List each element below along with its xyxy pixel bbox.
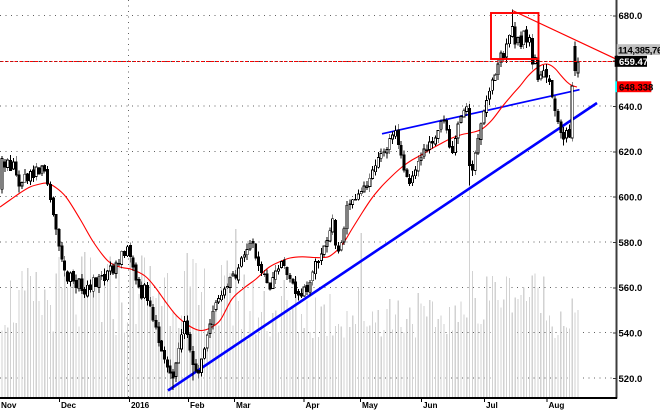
svg-text:680.0: 680.0 [619, 11, 643, 22]
svg-text:620.0: 620.0 [619, 147, 643, 158]
svg-text:May: May [362, 401, 378, 410]
svg-text:648.338: 648.338 [619, 83, 653, 94]
svg-text:114,385,768: 114,385,768 [618, 46, 660, 57]
svg-text:2016: 2016 [131, 401, 150, 410]
svg-text:Jul: Jul [486, 401, 498, 410]
svg-text:Mar: Mar [236, 401, 251, 410]
svg-text:Dec: Dec [61, 401, 76, 410]
svg-text:Aug: Aug [549, 401, 565, 410]
svg-text:560.0: 560.0 [619, 283, 643, 294]
svg-text:520.0: 520.0 [619, 374, 643, 385]
svg-text:540.0: 540.0 [619, 329, 643, 340]
svg-text:580.0: 580.0 [619, 238, 643, 249]
svg-text:600.0: 600.0 [619, 193, 643, 204]
svg-text:659.47: 659.47 [619, 57, 648, 68]
svg-text:640.0: 640.0 [619, 102, 643, 113]
svg-text:Jun: Jun [423, 401, 438, 410]
svg-text:Feb: Feb [190, 401, 205, 410]
svg-text:Apr: Apr [306, 401, 321, 410]
svg-text:Nov: Nov [1, 401, 17, 410]
